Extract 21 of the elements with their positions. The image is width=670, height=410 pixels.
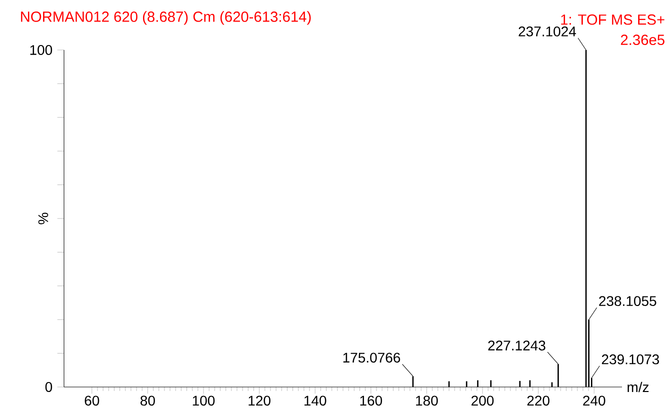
x-tick-label: 240 [583,396,606,406]
annotation: 238.1055 [599,296,656,306]
annotation: 237.1024 [518,26,576,36]
annotation: 239.1073 [602,354,659,364]
y-tick-label: 0 [45,382,52,392]
x-tick-label: 140 [304,396,326,406]
x-tick-label: 100 [192,396,215,406]
annotation: 227.1243 [488,340,546,350]
text: 2.36e5 [620,34,664,46]
y-axis-title: % [38,212,48,224]
x-tick-label: 60 [84,396,100,406]
chart-title: NORMAN012 620 (8.687) Cm (620-613:614) [21,11,311,25]
x-tick-label: 220 [527,396,550,406]
text: 1: TOF MS ES+ [561,14,664,25]
x-tick-label: 80 [140,396,155,406]
x-tick-label: 120 [248,396,270,406]
annotation: 175.0766 [343,352,400,363]
x-tick-label: 200 [472,396,494,406]
x-tick-label: 160 [360,396,382,406]
x-tick-label: 180 [416,396,438,406]
x-axis-title: m/z [628,382,649,392]
